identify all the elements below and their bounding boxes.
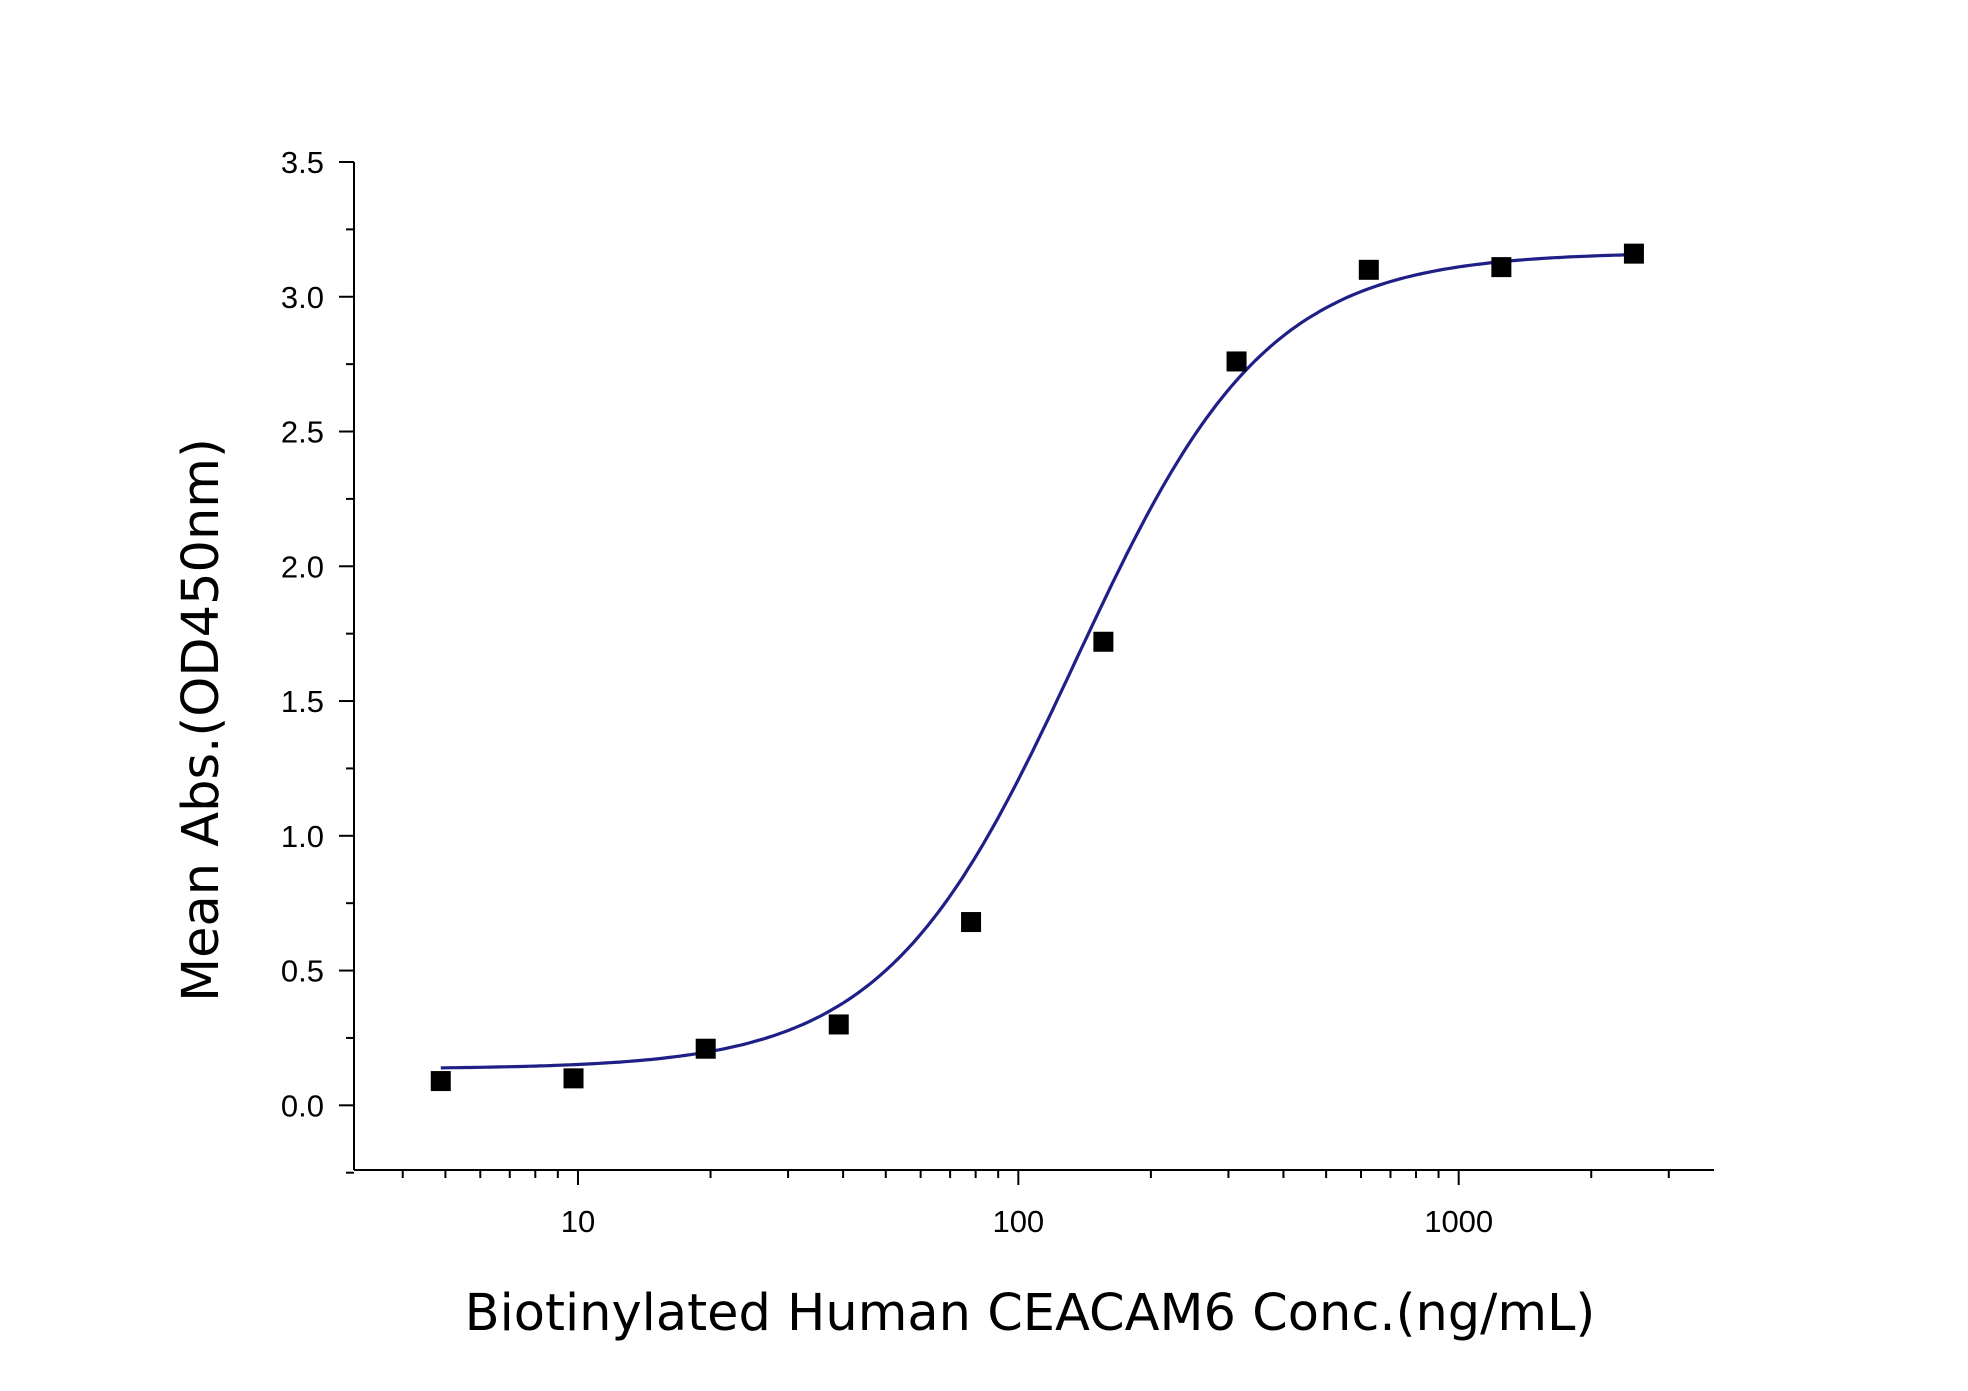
- y-tick-label: 3.5: [281, 145, 324, 180]
- x-tick-label: 1000: [1424, 1204, 1493, 1239]
- data-point: [1623, 243, 1644, 264]
- x-axis-title: Biotinylated Human CEACAM6 Conc.(ng/mL): [465, 1284, 1596, 1343]
- data-point: [430, 1071, 451, 1092]
- y-tick-label: 1.0: [281, 819, 324, 854]
- data-point: [1358, 259, 1379, 280]
- y-tick-label: 0.5: [281, 954, 324, 989]
- data-point: [1491, 257, 1512, 278]
- axes: [339, 161, 1714, 1185]
- data-point: [828, 1014, 849, 1035]
- data-points: [430, 243, 1644, 1092]
- y-axis-title: Mean Abs.(OD450nm): [172, 438, 231, 1002]
- data-point: [1093, 631, 1114, 652]
- tick-labels: 0.0 0.5 1.0 1.5 2.0 2.5 3.0 3.5 10 100 1000: [281, 145, 1493, 1239]
- fit-curve-layer: [440, 253, 1634, 1070]
- y-tick-label: 2.5: [281, 415, 324, 450]
- data-point: [563, 1068, 584, 1089]
- x-tick-label: 100: [992, 1204, 1044, 1239]
- data-point: [1226, 351, 1247, 372]
- fit-curve: [440, 253, 1634, 1070]
- y-tick-label: 0.0: [281, 1088, 324, 1123]
- y-tick-label: 1.5: [281, 684, 324, 719]
- y-tick-label: 2.0: [281, 549, 324, 584]
- y-tick-label: 3.0: [281, 280, 324, 315]
- data-point: [961, 912, 982, 933]
- x-tick-label: 10: [561, 1204, 595, 1239]
- data-point: [695, 1038, 716, 1059]
